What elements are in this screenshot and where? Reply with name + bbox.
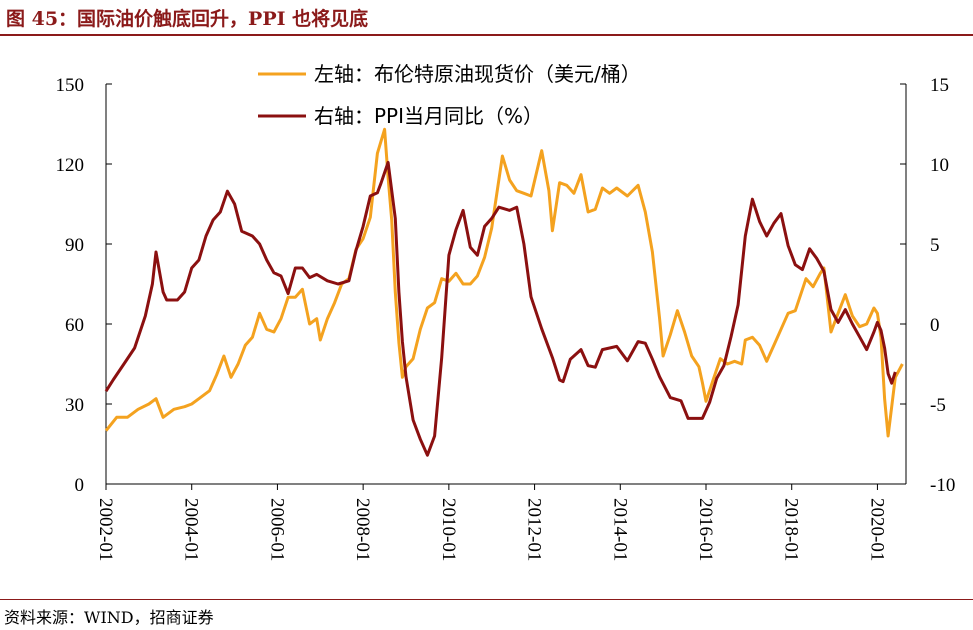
title-rule (0, 34, 973, 36)
right-tick-label: 15 (930, 75, 949, 96)
chart-legend: 左轴：布伦特原油现货价（美元/桶） 右轴：PPI当月同比（%） (258, 62, 641, 128)
left-tick-label: 0 (75, 475, 85, 496)
left-tick-label: 90 (65, 235, 84, 256)
x-tick-label: 2016-01 (695, 498, 716, 561)
right-tick-label: 5 (930, 235, 940, 256)
legend-ppi-label: 右轴：PPI当月同比（%） (314, 104, 543, 128)
oil-price-line (104, 127, 904, 438)
x-tick-label: 2010-01 (438, 498, 459, 561)
chart: 0 30 60 90 120 150 -10 -5 0 5 10 15 2002-01 2004-01 20… (56, 62, 956, 561)
left-tick-label: 60 (65, 315, 84, 336)
x-tick-label: 2020-01 (866, 498, 887, 561)
right-tick-label: 0 (930, 315, 940, 336)
chart-axes: 0 30 60 90 120 150 -10 -5 0 5 10 15 2002-01 2004-01 20… (56, 75, 956, 561)
x-tick-label: 2006-01 (266, 498, 287, 561)
right-tick-label: -10 (930, 475, 955, 496)
legend-oil-label: 左轴：布伦特原油现货价（美元/桶） (314, 62, 641, 86)
ppi-line (104, 160, 897, 457)
x-tick-label: 2012-01 (524, 498, 545, 561)
chart-lines (104, 127, 904, 457)
source-note: 资料来源：WIND，招商证券 (4, 608, 214, 627)
right-tick-label: 10 (930, 155, 949, 176)
x-tick-label: 2018-01 (781, 498, 802, 561)
right-tick-label: -5 (930, 395, 946, 416)
x-tick-label: 2004-01 (181, 498, 202, 561)
source-rule (0, 599, 973, 600)
left-tick-label: 30 (65, 395, 84, 416)
left-tick-label: 150 (56, 75, 85, 96)
x-tick-label: 2014-01 (609, 498, 630, 561)
figure-title: 图 45：国际油价触底回升，PPI 也将见底 (6, 8, 369, 30)
left-tick-label: 120 (56, 155, 85, 176)
x-tick-label: 2008-01 (352, 498, 373, 561)
x-tick-label: 2002-01 (95, 498, 116, 561)
